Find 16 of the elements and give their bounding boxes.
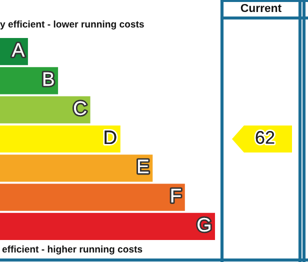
text: Current — [240, 4, 282, 12]
bar — [0, 184, 185, 211]
y-tick-label: A — [12, 43, 25, 57]
y-tick-label: D — [104, 130, 116, 144]
y-tick-label: E — [138, 160, 149, 174]
y-tick-label: B — [43, 72, 54, 86]
bar — [0, 125, 120, 153]
y-tick-label: F — [171, 188, 181, 202]
text: efficient - higher running costs — [2, 246, 142, 254]
y-tick-label: C — [74, 101, 86, 116]
bar — [0, 212, 215, 240]
bar — [0, 154, 153, 182]
text: y efficient - lower running costs — [0, 20, 144, 30]
text: 62 — [256, 131, 274, 144]
y-tick-label: G — [198, 218, 210, 232]
bar — [0, 96, 90, 124]
